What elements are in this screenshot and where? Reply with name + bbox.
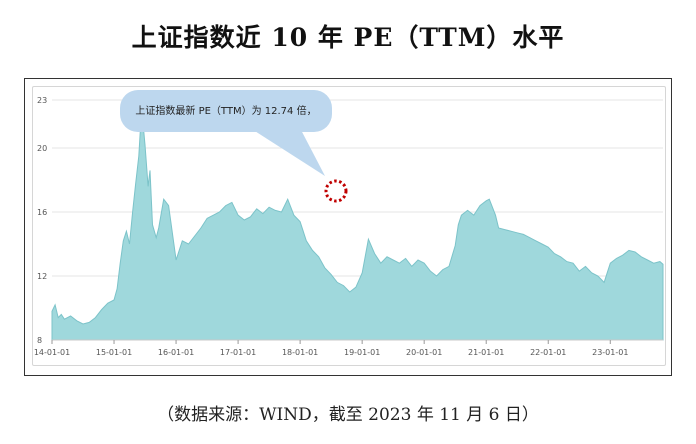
y-axis-ticks: 8 12 16 20 23 bbox=[37, 96, 47, 345]
data-source-note: （数据来源：WIND，截至 2023 年 11 月 6 日） bbox=[157, 405, 539, 425]
callout-text: 上证指数最新 PE（TTM）为 12.74 倍， bbox=[135, 104, 316, 117]
x-tick-label: 23-01-01 bbox=[592, 348, 628, 357]
y-tick-label: 12 bbox=[37, 272, 47, 281]
callout: 上证指数最新 PE（TTM）为 12.74 倍， bbox=[120, 90, 348, 203]
x-tick-label: 21-01-01 bbox=[468, 348, 504, 357]
x-tick-label: 15-01-01 bbox=[96, 348, 132, 357]
chart-frame bbox=[24, 78, 672, 376]
y-tick-label: 23 bbox=[37, 96, 47, 105]
y-tick-label: 16 bbox=[37, 208, 47, 217]
x-tick-label: 16-01-01 bbox=[158, 348, 194, 357]
x-axis-ticks: 14-01-01 15-01-01 16-01-01 17-01-01 18-01-01… bbox=[34, 339, 663, 357]
area-series bbox=[51, 111, 664, 341]
callout-box bbox=[120, 90, 332, 132]
chart-title: 上证指数近 10 年 PE（TTM）水平 bbox=[131, 23, 565, 52]
x-tick-label: 18-01-01 bbox=[282, 348, 318, 357]
x-tick-label: 19-01-01 bbox=[344, 348, 380, 357]
plot-panel bbox=[32, 86, 666, 366]
latest-value-marker bbox=[324, 179, 348, 203]
x-tick-label: 14-01-01 bbox=[34, 348, 70, 357]
x-tick-label: 22-01-01 bbox=[530, 348, 566, 357]
callout-tail bbox=[250, 128, 325, 176]
x-tick-label: 17-01-01 bbox=[220, 348, 256, 357]
y-tick-label: 8 bbox=[37, 336, 42, 345]
pe-area bbox=[51, 111, 664, 341]
y-tick-label: 20 bbox=[37, 144, 47, 153]
x-tick-label: 20-01-01 bbox=[406, 348, 442, 357]
